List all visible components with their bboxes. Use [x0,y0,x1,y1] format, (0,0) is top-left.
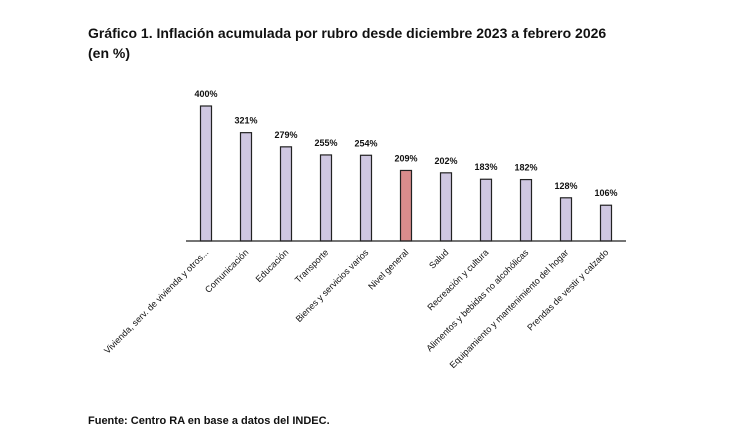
chart-title: (en %) [88,45,130,61]
bar [519,178,533,242]
data-label: 182% [514,163,537,173]
bar [239,132,253,242]
bar [279,146,293,242]
bar [199,105,213,242]
bar [479,178,493,242]
bar [439,172,453,242]
bar [359,154,373,242]
bar [599,204,613,242]
data-label: 321% [234,116,257,126]
data-label: 255% [314,138,337,148]
data-label: 279% [274,130,297,140]
bar [559,197,573,242]
data-label: 183% [474,162,497,172]
bar [319,154,333,242]
data-label: 400% [194,89,217,99]
data-label: 209% [394,153,417,163]
chart-title: Gráfico 1. Inflación acumulada por rubro… [88,25,606,41]
data-label: 202% [434,156,457,166]
data-label: 128% [554,181,577,191]
data-label: 106% [594,188,617,198]
bar [399,169,413,242]
data-label: 254% [354,138,377,148]
source-note: Fuente: Centro RA en base a datos del IN… [88,415,330,427]
